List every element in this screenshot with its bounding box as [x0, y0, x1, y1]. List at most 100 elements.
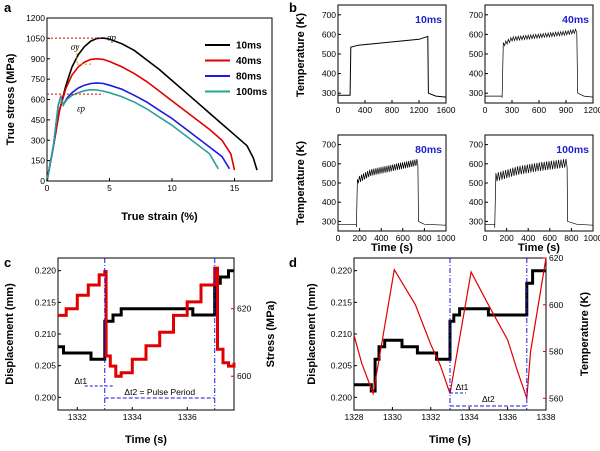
panel-a-y-tick-label: 600	[31, 95, 45, 105]
panel-c-x-tick-label: 1334	[123, 412, 142, 422]
panel-c-yright-tick-label: 600	[237, 371, 251, 381]
panel-label-c: c	[4, 255, 11, 270]
panel-a-ylabel: True stress (MPa)	[5, 53, 17, 145]
inset-10ms-line	[338, 35, 447, 98]
inset-80ms-x-tick-label: 200	[353, 233, 367, 243]
panel-a-y-tick-label: 150	[31, 156, 45, 166]
inset-80ms-y-tick-label: 700	[322, 140, 336, 150]
inset-40ms-x-tick-label: 600	[532, 105, 546, 115]
panel-d-xlabel: Time (s)	[429, 434, 471, 446]
panel-label-b: b	[289, 0, 297, 15]
annotation-sigma-p: σp	[107, 32, 116, 42]
panel-d-yleft-tick-label: 0.210	[331, 329, 353, 339]
panel-d-yright-tick-label: 560	[549, 393, 563, 403]
panel-d-x-tick-label: 1334	[460, 412, 479, 422]
inset-label-100ms: 100ms	[556, 144, 589, 156]
inset-40ms-y-tick-label: 400	[469, 69, 483, 79]
panel-b-ylabel-bottom: Temperature (K)	[295, 141, 307, 225]
panel-c-yleft-tick-label: 0.205	[35, 361, 57, 371]
inset-80ms-x-tick-label: 0	[336, 233, 341, 243]
inset-100ms-y-tick-label: 700	[469, 140, 483, 150]
inset-100ms-x-tick-label: 800	[564, 233, 578, 243]
panel-c-yleft-tick-label: 0.210	[35, 329, 57, 339]
panel-c-yleft-tick-label: 0.200	[35, 392, 57, 402]
inset-40ms-y-tick-label: 500	[469, 49, 483, 59]
panel-d-yleft-tick-label: 0.220	[331, 266, 353, 276]
inset-10ms-x-tick-label: 0	[336, 105, 341, 115]
panel-a-y-tick-label: 0	[40, 176, 45, 186]
stress-line-c	[58, 266, 236, 378]
panel-a-xlabel: True strain (%)	[121, 211, 198, 223]
panel-a-y-tick-label: 900	[31, 54, 45, 64]
panel-d-yright-tick-label: 620	[549, 253, 563, 263]
inset-10ms-x-tick-label: 1200	[410, 105, 429, 115]
inset-10ms-y-tick-label: 500	[322, 49, 336, 59]
inset-100ms-y-tick-label: 400	[469, 197, 483, 207]
annotation-delta-t1-c: Δt1	[74, 376, 87, 386]
panel-a-x-tick-label: 0	[45, 183, 50, 193]
panel-d-yright-tick-label: 600	[549, 300, 563, 310]
annotation-delta-t1-d: Δt1	[456, 382, 469, 392]
inset-100ms-x-tick-label: 1000	[584, 233, 600, 243]
temperature-line-d	[353, 257, 547, 399]
legend-label-40ms: 40ms	[236, 56, 262, 67]
panel-c-x-tick-label: 1332	[68, 412, 87, 422]
series-line-10ms	[46, 37, 258, 182]
panel-c-ylabel-right: Stress (MPa)	[265, 300, 277, 367]
panel-a-x-tick-label: 5	[107, 183, 112, 193]
series-line-80ms	[46, 82, 231, 182]
panel-c-x-tick-label: 1336	[178, 412, 197, 422]
annotation-delta-t2-d: Δt2	[482, 394, 495, 404]
panel-d-x-tick-label: 1336	[498, 412, 517, 422]
inset-10ms-y-tick-label: 400	[322, 69, 336, 79]
inset-100ms-line	[485, 158, 594, 228]
inset-10ms-x-tick-label: 1600	[437, 105, 456, 115]
inset-100ms-y-tick-label: 600	[469, 159, 483, 169]
inset-40ms-x-tick-label: 1200	[584, 105, 600, 115]
inset-40ms-x-tick-label: 0	[483, 105, 488, 115]
panel-d-x-tick-label: 1338	[537, 412, 556, 422]
panel-c-yleft-tick-label: 0.215	[35, 297, 57, 307]
inset-100ms-y-tick-label: 500	[469, 178, 483, 188]
inset-10ms-y-tick-label: 700	[322, 10, 336, 20]
annotation-eps-p: εp	[77, 104, 86, 114]
inset-40ms-line	[485, 28, 594, 98]
inset-10ms-y-tick-label: 600	[322, 29, 336, 39]
inset-100ms-y-tick-label: 300	[469, 216, 483, 226]
inset-label-40ms: 40ms	[562, 14, 589, 26]
inset-80ms-x-tick-label: 800	[417, 233, 431, 243]
inset-80ms-y-tick-label: 300	[322, 216, 336, 226]
panel-label-a: a	[4, 0, 12, 15]
panel-c-xlabel: Time (s)	[125, 434, 167, 446]
inset-80ms-y-tick-label: 500	[322, 178, 336, 188]
inset-40ms-x-tick-label: 300	[505, 105, 519, 115]
panel-d-yleft-tick-label: 0.205	[331, 361, 353, 371]
panel-c-yleft-tick-label: 0.220	[35, 266, 57, 276]
panel-a-y-tick-label: 1200	[26, 13, 45, 23]
inset-label-80ms: 80ms	[415, 144, 442, 156]
panel-a-y-tick-label: 300	[31, 135, 45, 145]
inset-100ms-x-tick-label: 200	[500, 233, 514, 243]
panel-c-yright-tick-label: 620	[237, 304, 251, 314]
panel-b-xlabel-right: Time (s)	[518, 242, 560, 254]
annotation-delta-t2-c: Δt2 = Pulse Period	[124, 387, 195, 397]
inset-40ms-y-tick-label: 300	[469, 88, 483, 98]
panel-a-x-tick-label: 10	[167, 183, 177, 193]
inset-80ms-x-tick-label: 1000	[437, 233, 456, 243]
panel-b-xlabel-left: Time (s)	[371, 242, 413, 254]
annotation-sigma-y: σy	[71, 42, 79, 52]
panel-d-yleft-tick-label: 0.215	[331, 297, 353, 307]
legend-label-10ms: 10ms	[236, 41, 262, 52]
panel-d-x-tick-label: 1330	[383, 412, 402, 422]
inset-40ms-y-tick-label: 600	[469, 29, 483, 39]
panel-a-y-tick-label: 450	[31, 115, 45, 125]
inset-label-10ms: 10ms	[415, 14, 442, 26]
inset-100ms-x-tick-label: 0	[483, 233, 488, 243]
panel-label-d: d	[289, 255, 297, 270]
inset-80ms-y-tick-label: 600	[322, 159, 336, 169]
inset-10ms-y-tick-label: 300	[322, 88, 336, 98]
panel-a-y-tick-label: 1050	[26, 33, 45, 43]
inset-40ms-y-tick-label: 700	[469, 10, 483, 20]
panel-a-y-tick-label: 750	[31, 74, 45, 84]
